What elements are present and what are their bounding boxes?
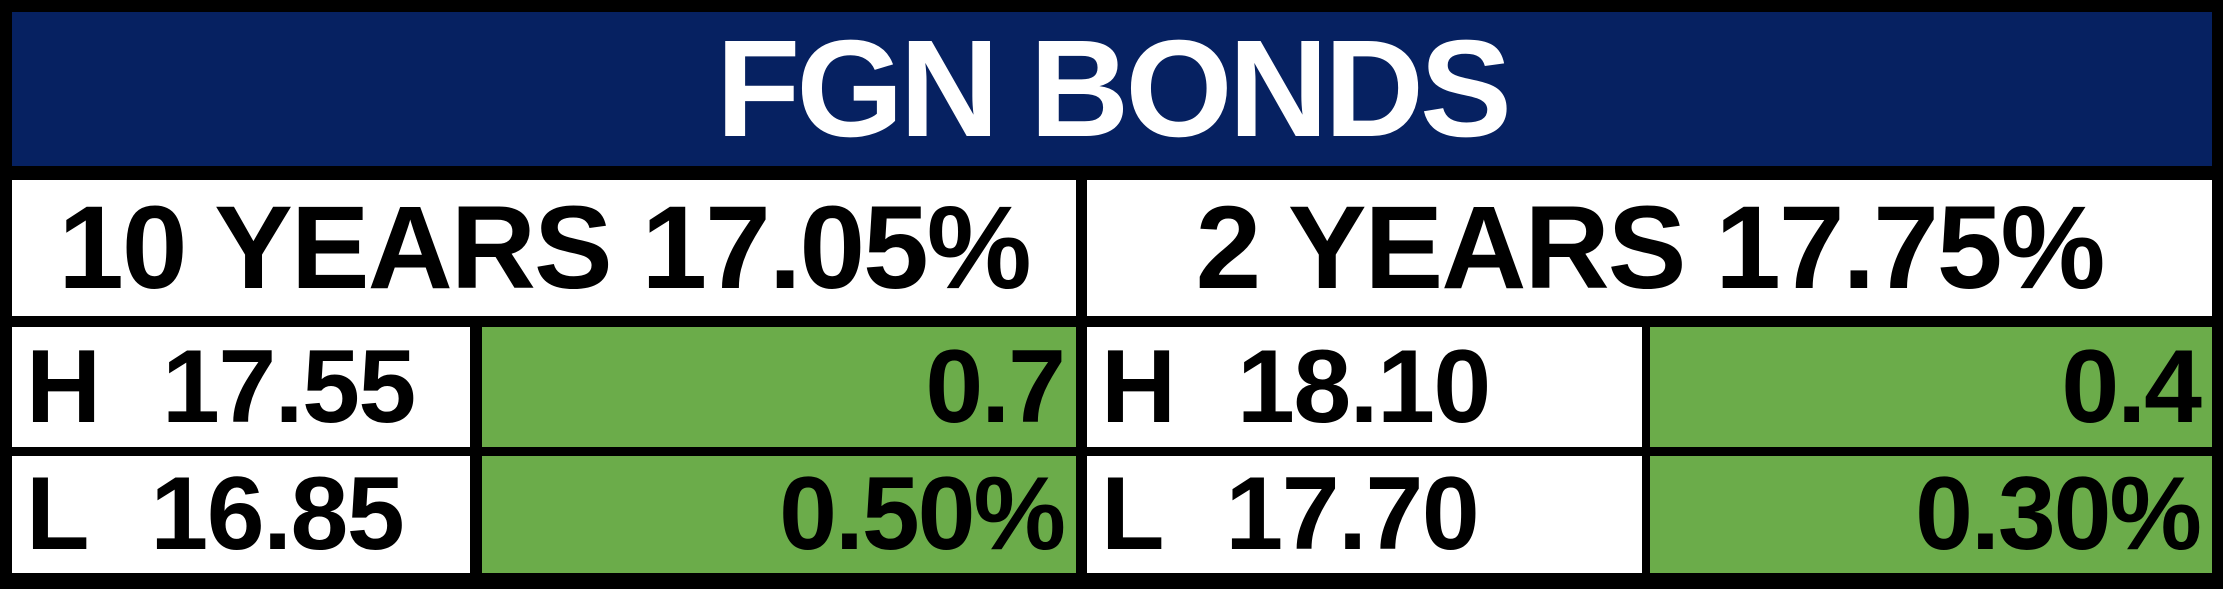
page-title: FGN BONDS	[12, 12, 2212, 166]
low-change-cell-10y: 0.50%	[482, 456, 1076, 573]
low-value: 17.70	[1225, 456, 1479, 572]
high-label-cell-10y: H 17.55	[12, 327, 470, 447]
high-change-cell-10y: 0.7	[482, 327, 1076, 447]
low-label-cell-2y: L 17.70	[1087, 456, 1642, 573]
high-change-cell-2y: 0.4	[1650, 327, 2212, 447]
panel-header-10-years: 10 YEARS 17.05%	[12, 180, 1076, 316]
high-letter: H	[26, 328, 101, 445]
low-value: 16.85	[150, 456, 404, 572]
panel-header-2-years: 2 YEARS 17.75%	[1087, 180, 2212, 316]
high-letter: H	[1101, 328, 1176, 445]
low-label-cell-10y: L 16.85	[12, 456, 470, 573]
high-value: 17.55	[162, 328, 416, 445]
low-letter: L	[1101, 456, 1165, 572]
low-change-cell-2y: 0.30%	[1650, 456, 2212, 573]
high-label-cell-2y: H 18.10	[1087, 327, 1642, 447]
low-letter: L	[26, 456, 90, 572]
high-value: 18.10	[1237, 328, 1491, 445]
